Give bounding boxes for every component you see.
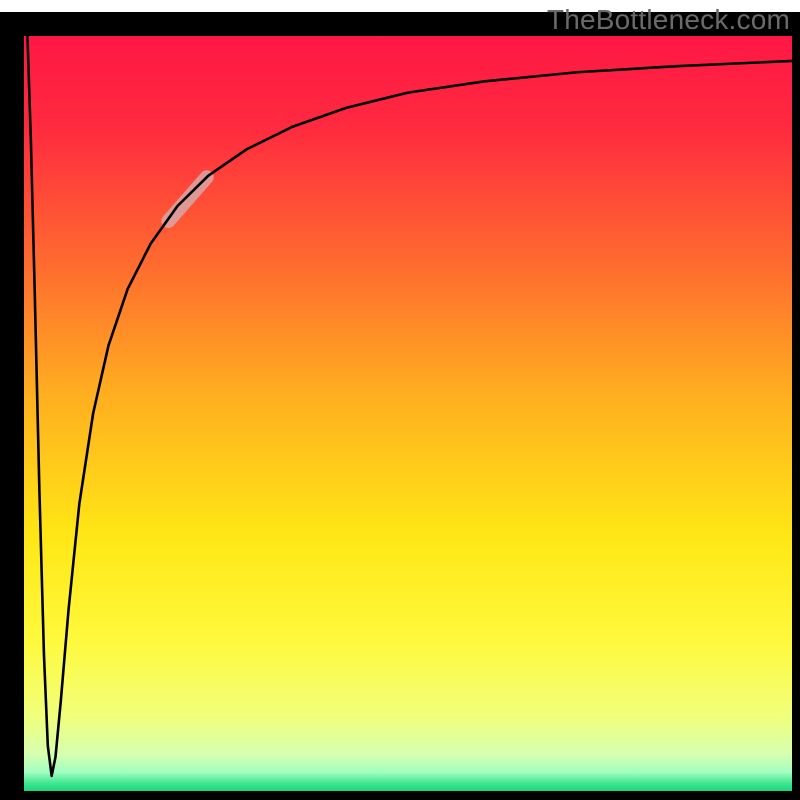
watermark-text: TheBottleneck.com (547, 4, 790, 36)
chart-frame: TheBottleneck.com (0, 0, 800, 800)
bottleneck-curve (27, 36, 792, 776)
plot-area (24, 36, 792, 791)
curve-layer (24, 36, 792, 791)
